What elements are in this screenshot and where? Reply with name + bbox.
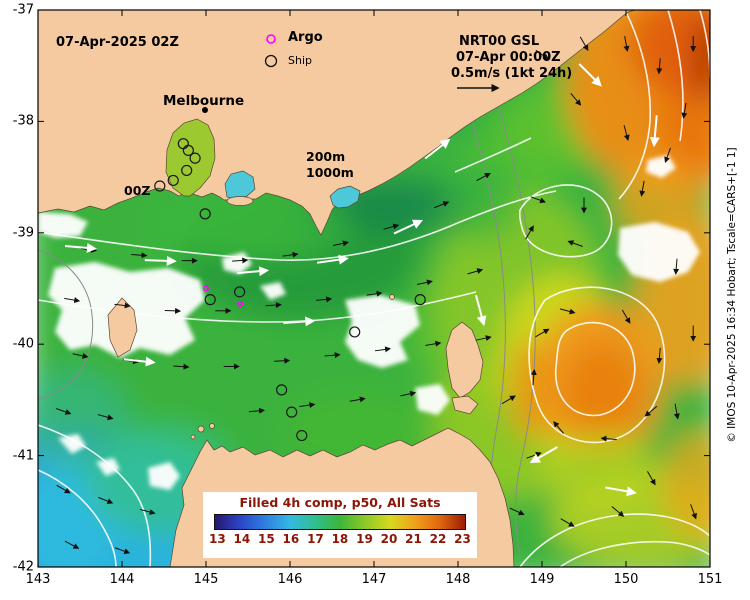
x-tick-label: 145: [193, 572, 219, 587]
ship-legend-marker-icon: [264, 54, 278, 68]
timestamp-00z-label: 00Z: [124, 183, 151, 198]
depth-1000m-label: 1000m: [306, 165, 354, 180]
colorbar-tick: 22: [429, 532, 447, 546]
ship-marker: [276, 384, 288, 396]
map-overlay-graphics: [202, 34, 500, 113]
colorbar-tick: 15: [258, 532, 275, 546]
copyright-vertical-text: © IMOS 10-Apr-2025 16:34 Hobart; Tscale=…: [726, 147, 738, 443]
depth-200m-label: 200m: [306, 149, 346, 164]
island-hunter-2: [209, 423, 215, 429]
y-tick-label: -41: [12, 448, 34, 464]
island-phillip: [226, 196, 254, 206]
colorbar-tick: 23: [454, 532, 471, 546]
melbourne-label: Melbourne: [163, 93, 245, 109]
date-label: 07-Apr-2025 02Z: [56, 35, 179, 50]
colorbar-tick: 13: [209, 532, 226, 546]
y-tick-label: -39: [12, 225, 34, 241]
melbourne-marker: [202, 107, 208, 113]
ship-marker: [167, 174, 179, 187]
y-tick-label: -37: [12, 2, 34, 18]
plot-border: [37, 9, 711, 568]
argo-markers: [203, 285, 244, 308]
nrt-datetime-label: 07-Apr 00:00Z: [456, 50, 561, 65]
x-tick-label: 151: [697, 572, 723, 587]
corner-inlet: [329, 185, 361, 209]
argo-marker: [237, 301, 244, 308]
island-hunter-3: [190, 434, 196, 440]
nrt-product-label: NRT00 GSL: [459, 34, 540, 49]
colorbar-tick-labels: 13 14 15 16 17 18 19 20 21 22 23: [209, 532, 471, 546]
ship-marker: [349, 326, 361, 338]
colorbar: Filled 4h comp, p50, All Sats 13 14 15 16 17…: [203, 492, 477, 558]
colorbar-tick: 17: [307, 532, 324, 546]
ship-marker: [199, 208, 211, 220]
colorbar-tick: 19: [356, 532, 373, 546]
ship-marker: [204, 294, 216, 306]
x-tick-label: 146: [277, 572, 303, 587]
ship-marker: [189, 152, 201, 164]
x-tick-label: 144: [109, 572, 135, 587]
y-tick-label: -38: [12, 113, 34, 129]
y-tick-label: -42: [12, 559, 34, 575]
colorbar-tick: 21: [405, 532, 422, 546]
x-tick-label: 143: [25, 572, 51, 587]
ship-marker: [154, 180, 166, 192]
island-kent-group: [389, 294, 395, 300]
ship-marker: [296, 429, 308, 442]
x-tick-label: 148: [445, 572, 471, 587]
colorbar-gradient: [214, 514, 466, 530]
ship-marker: [234, 286, 246, 298]
argo-legend-label: Argo: [288, 30, 323, 45]
island-flinders: [445, 321, 484, 399]
ship-marker: [182, 144, 194, 156]
ship-markers: [154, 138, 426, 442]
island-cape-barren: [451, 395, 479, 415]
island-hunter-1: [197, 425, 205, 433]
ship-marker: [414, 294, 426, 306]
colorbar-tick: 16: [282, 532, 300, 546]
nrt-scale-label: 0.5m/s (1kt 24h): [451, 66, 573, 81]
cloud-gaps: [38, 155, 700, 490]
current-vectors-white: [64, 63, 660, 497]
colorbar-tick: 18: [331, 532, 349, 546]
colorbar-tick: 20: [380, 532, 398, 546]
ship-marker: [181, 164, 193, 177]
ship-legend-label: Ship: [288, 54, 312, 67]
argo-marker: [203, 285, 209, 292]
y-tick-label: -40: [12, 336, 34, 352]
x-tick-label: 147: [361, 572, 387, 587]
colorbar-title: Filled 4h comp, p50, All Sats: [239, 495, 441, 510]
x-tick-label: 149: [529, 572, 555, 587]
x-tick-label: 150: [613, 572, 639, 587]
argo-legend-marker-icon: [266, 34, 276, 44]
colorbar-tick: 14: [233, 532, 251, 546]
ship-marker: [286, 406, 298, 418]
island-king: [107, 297, 138, 358]
